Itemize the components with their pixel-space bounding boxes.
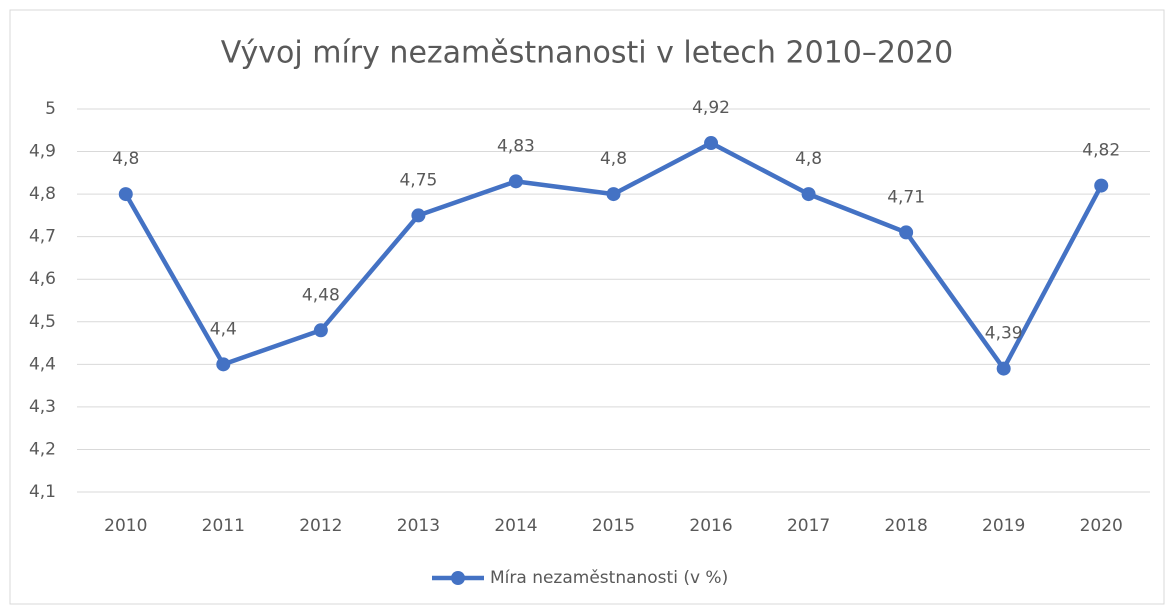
data-label: 4,8 (795, 149, 822, 169)
y-tick-label: 4,2 (29, 439, 56, 459)
y-tick-label: 4,9 (29, 142, 56, 162)
point (216, 357, 231, 372)
legend-label: Míra nezaměstnanosti (v %) (490, 568, 728, 588)
point (508, 174, 523, 189)
x-tick-label: 2011 (202, 516, 245, 536)
point (704, 136, 719, 151)
point (899, 225, 914, 240)
point (118, 187, 133, 202)
y-tick-label: 4,7 (29, 227, 56, 247)
x-tick-label: 2020 (1080, 516, 1123, 536)
data-label: 4,4 (210, 319, 237, 339)
point (411, 208, 426, 223)
x-tick-label: 2019 (982, 516, 1025, 536)
data-label: 4,39 (985, 324, 1023, 344)
chart-frame (9, 9, 1165, 605)
data-label: 4,82 (1082, 141, 1120, 161)
y-tick-label: 4,8 (29, 184, 56, 204)
data-label: 4,71 (887, 187, 925, 207)
x-tick-label: 2015 (592, 516, 635, 536)
x-tick-label: 2017 (787, 516, 830, 536)
data-label: 4,92 (692, 98, 730, 118)
data-label: 4,8 (600, 149, 627, 169)
data-label: 4,83 (497, 136, 535, 156)
x-tick-label: 2016 (689, 516, 732, 536)
point (996, 361, 1011, 376)
x-tick-label: 2014 (494, 516, 537, 536)
chart-title: Vývoj míry nezaměstnanosti v letech 2010… (221, 36, 953, 71)
x-tick-label: 2018 (885, 516, 928, 536)
x-tick-label: 2012 (299, 516, 342, 536)
y-tick-label: 4,1 (29, 482, 56, 502)
legend-marker (451, 571, 465, 585)
point (606, 187, 621, 202)
data-label: 4,75 (399, 170, 437, 190)
y-tick-label: 4,5 (29, 312, 56, 332)
data-label: 4,8 (112, 149, 139, 169)
x-tick-label: 2010 (104, 516, 147, 536)
point (313, 323, 328, 338)
x-tick-label: 2013 (397, 516, 440, 536)
point (801, 187, 816, 202)
y-tick-label: 4,6 (29, 269, 56, 289)
y-tick-label: 5 (45, 99, 56, 119)
y-tick-label: 4,3 (29, 397, 56, 417)
y-tick-label: 4,4 (29, 354, 56, 374)
data-label: 4,48 (302, 285, 340, 305)
point (1094, 178, 1109, 193)
